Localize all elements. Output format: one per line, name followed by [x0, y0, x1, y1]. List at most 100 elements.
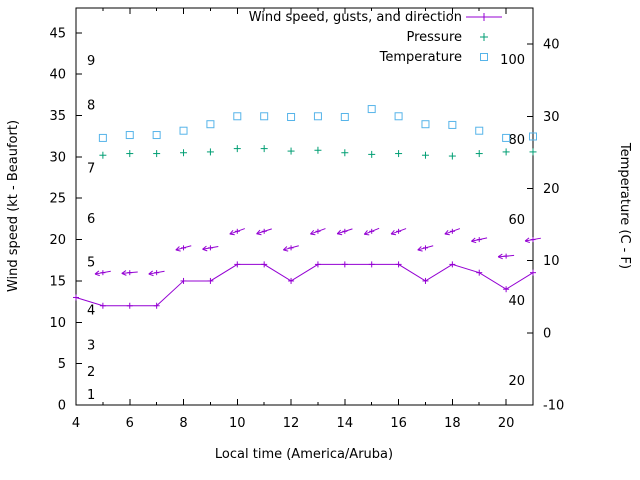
gust-arrowhead: [444, 233, 450, 236]
legend-label: Temperature: [379, 50, 462, 65]
gust-arrowhead: [175, 249, 181, 252]
y-left-tick-label: 5: [58, 357, 66, 372]
legend-label: Wind speed, gusts, and direction: [249, 10, 462, 25]
gust-arrowhead: [337, 233, 343, 236]
y-left-tick-label: 45: [49, 26, 66, 41]
gust-arrowhead: [363, 230, 368, 235]
temperature-point: [260, 112, 269, 121]
gust-arrowhead: [94, 270, 100, 275]
gust-arrowhead: [336, 229, 342, 235]
gust-arrowhead: [471, 237, 476, 242]
y-left-tick-label: 35: [49, 109, 66, 124]
gust-arrowhead: [283, 249, 289, 252]
beaufort-scale-label: 4: [87, 304, 95, 319]
y-right-tick-label: 20: [543, 182, 560, 197]
fahrenheit-scale-label: 80: [508, 133, 525, 148]
temperature-point: [448, 120, 457, 129]
gust-arrowhead: [202, 245, 207, 250]
gust-arrowhead: [121, 270, 127, 274]
beaufort-scale-label: 6: [87, 212, 95, 227]
fahrenheit-scale-label: 60: [508, 213, 525, 228]
gust-arrowhead: [148, 270, 153, 275]
beaufort-scale-label: 2: [87, 365, 95, 380]
beaufort-scale-label: 8: [87, 99, 95, 114]
gust-arrowhead: [444, 229, 449, 235]
legend-marker-temperature: [480, 53, 488, 61]
x-tick-label: 6: [126, 416, 134, 431]
gust-arrowhead: [256, 233, 262, 236]
gust-arrowhead: [310, 229, 315, 235]
y-left-tick-label: 20: [49, 233, 66, 248]
gust-arrowhead: [497, 256, 503, 260]
x-tick-label: 18: [444, 416, 461, 431]
gust-arrowhead: [310, 233, 316, 236]
temperature-point: [394, 112, 403, 121]
x-tick-label: 8: [179, 416, 187, 431]
gust-arrowhead: [390, 229, 395, 235]
temperature-point: [233, 112, 242, 121]
y-axis-label-left: Wind speed (kt - Beaufort): [6, 120, 21, 292]
temperature-point: [475, 126, 484, 135]
y-left-tick-label: 15: [49, 274, 66, 289]
gust-arrowhead: [471, 240, 477, 244]
x-tick-label: 12: [283, 416, 300, 431]
gust-arrowhead: [524, 237, 530, 242]
x-tick-label: 20: [498, 416, 515, 431]
beaufort-scale-label: 7: [87, 161, 95, 176]
gust-arrowhead: [282, 246, 288, 251]
x-tick-label: 14: [337, 416, 354, 431]
y-left-tick-label: 25: [49, 192, 66, 207]
gust-arrowhead: [229, 233, 235, 236]
temperature-point: [179, 126, 188, 135]
beaufort-scale-label: 3: [87, 338, 95, 353]
temperature-point: [502, 133, 511, 142]
beaufort-scale-label: 1: [87, 388, 95, 403]
x-axis-label: Local time (America/Aruba): [215, 447, 393, 462]
y-right-tick-label: 30: [543, 110, 560, 125]
y-axis-label-right: Temperature (C - F): [617, 142, 632, 269]
plot-border: [75, 7, 534, 406]
y-right-tick-label: -10: [543, 399, 564, 414]
y-left-tick-label: 40: [49, 68, 66, 83]
gust-arrowhead: [524, 240, 531, 244]
y-right-tick-label: 10: [543, 254, 560, 269]
fahrenheit-scale-label: 100: [500, 53, 525, 68]
gust-arrowhead: [390, 233, 397, 236]
fahrenheit-scale-label: 20: [508, 374, 525, 389]
beaufort-scale-label: 9: [87, 54, 95, 69]
gust-arrowhead: [121, 272, 127, 276]
temperature-point: [125, 131, 134, 140]
gust-arrowhead: [94, 273, 100, 277]
temperature-point: [313, 112, 322, 121]
gust-arrowhead: [229, 229, 234, 235]
y-left-tick-label: 30: [49, 150, 66, 165]
temperature-point: [421, 120, 430, 129]
beaufort-scale-label: 5: [87, 256, 95, 271]
temperature-point: [529, 132, 537, 141]
temperature-point: [340, 112, 349, 121]
y-right-tick-label: 0: [543, 326, 551, 341]
x-tick-label: 16: [390, 416, 407, 431]
y-left-tick-label: 0: [58, 399, 66, 414]
y-right-tick-label: 40: [543, 38, 560, 53]
y-left-tick-label: 10: [49, 316, 66, 331]
fahrenheit-scale-label: 40: [508, 294, 525, 309]
gust-arrowhead: [417, 249, 423, 252]
temperature-point: [206, 120, 215, 129]
gust-arrowhead: [417, 246, 422, 251]
temperature-point: [152, 131, 161, 140]
legend-label: Pressure: [406, 30, 462, 45]
temperature-point: [367, 105, 376, 114]
gust-arrowhead: [364, 233, 370, 236]
temperature-point: [287, 112, 296, 121]
wind-speed-line: [75, 263, 534, 307]
x-tick-label: 10: [229, 416, 246, 431]
gust-arrowhead: [148, 273, 154, 277]
gust-arrowhead: [497, 253, 503, 258]
temperature-point: [98, 133, 107, 142]
gust-arrowhead: [202, 248, 208, 252]
x-tick-label: 4: [72, 416, 80, 431]
gust-arrowhead: [175, 246, 180, 251]
